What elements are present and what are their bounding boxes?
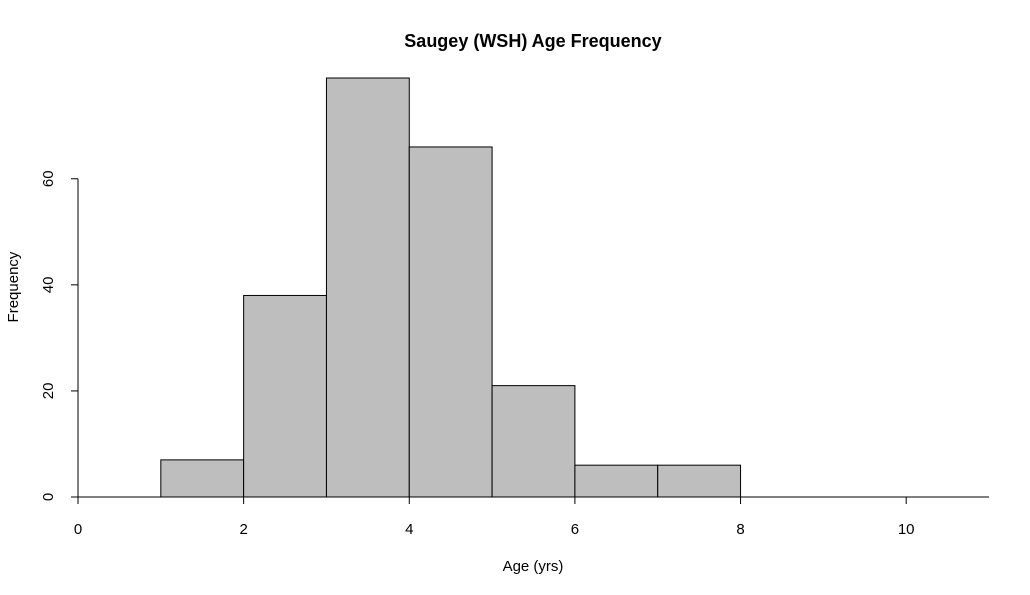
histogram-bar-1-2 (160, 459, 245, 498)
x-axis: 0 2 4 6 8 10 (74, 496, 989, 538)
histogram-bar-4-5 (408, 146, 493, 498)
y-tick-label: 20 (40, 383, 57, 400)
y-axis: 0 20 40 60 (40, 170, 79, 501)
x-tick-label: 4 (405, 521, 413, 538)
y-tick-label: 60 (40, 170, 57, 187)
y-tick-label: 40 (40, 277, 57, 294)
histogram-bar-5-6 (491, 385, 576, 498)
x-axis-label: Age (yrs) (503, 558, 564, 575)
histogram-bar-2-3 (243, 294, 327, 498)
x-tick-label: 0 (74, 521, 82, 538)
histogram-bar-6-7 (574, 464, 659, 498)
y-axis-label: Frequency (5, 251, 22, 322)
x-tick-label: 8 (736, 521, 744, 538)
bars-group (160, 77, 742, 498)
histogram-bar-7-8 (657, 464, 742, 498)
x-tick-label: 6 (571, 521, 579, 538)
histogram-bar-3-4 (325, 77, 410, 498)
y-tick-label: 0 (40, 493, 57, 501)
x-tick-label: 2 (239, 521, 247, 538)
chart-title: Saugey (WSH) Age Frequency (404, 31, 661, 51)
x-tick-label: 10 (898, 521, 915, 538)
